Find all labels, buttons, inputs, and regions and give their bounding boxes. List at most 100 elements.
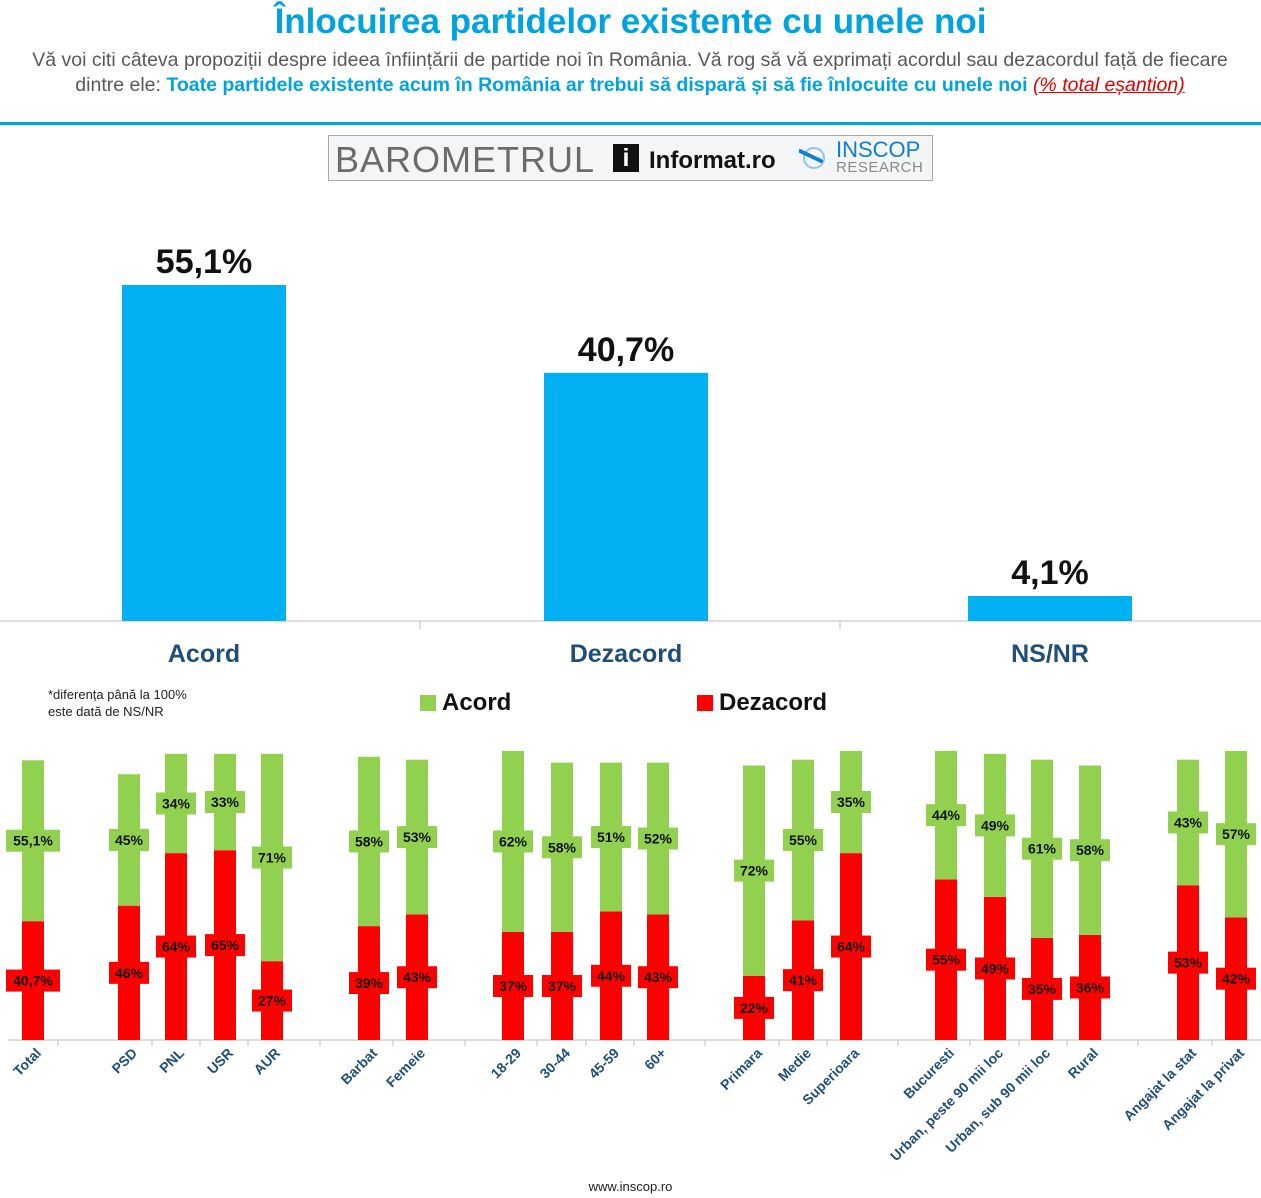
sponsor-banner: BAROMETRUL i Informat.ro INSCOP RESEARCH (328, 135, 933, 181)
breakdown-category-30-44: 30-44 (536, 1045, 573, 1082)
acord-label-60-: 52% (644, 831, 673, 847)
informat-logo-text: Informat.ro (649, 147, 776, 174)
barometrul-logo-text: BAROMETRUL (335, 139, 596, 180)
acord-label-urban-sub-90-mii-loc-box (1022, 837, 1062, 860)
dezacord-label-medie: 41% (789, 972, 818, 988)
dezacord-segment-medie (792, 920, 814, 1040)
dezacord-segment-pnl (165, 853, 187, 1040)
acord-label-superioara: 35% (837, 794, 866, 810)
footer-url[interactable]: www.inscop.ro (588, 1179, 673, 1194)
legend-label-dezacord: Dezacord (719, 689, 828, 716)
dezacord-label-bucuresti: 55% (932, 952, 961, 968)
dezacord-segment-superioara (840, 853, 862, 1040)
acord-segment-femeie (406, 759, 428, 915)
breakdown-category-urban-peste-90-mii-loc: Urban, peste 90 mii loc (887, 1045, 1006, 1164)
acord-segment-urban-sub-90-mii-loc (1031, 759, 1053, 938)
acord-label-pnl: 34% (162, 795, 191, 811)
dezacord-label-femeie-box (397, 966, 437, 989)
dezacord-label-pnl-box (156, 935, 196, 958)
bar-value-label: 55,1% (156, 243, 252, 281)
bar-value-label: 4,1% (1011, 554, 1089, 592)
subtitle-sample-note: (% total eșantion) (1032, 74, 1185, 96)
dezacord-label-aur-box (252, 989, 292, 1012)
bar-nsnr (968, 595, 1132, 621)
subtitle-statement: Toate partidele existente acum în Români… (166, 74, 1028, 96)
dezacord-segment-barbat (358, 926, 380, 1040)
dezacord-label-18-29: 37% (499, 978, 528, 994)
acord-label-usr-box (205, 791, 245, 814)
acord-label-rural-box (1070, 839, 1110, 862)
legend-swatch-acord (420, 695, 436, 711)
dezacord-label-urban-peste-90-mii-loc: 49% (981, 960, 1010, 976)
chart-legend: Acord Dezacord (420, 689, 860, 719)
acord-segment-superioara (840, 750, 862, 854)
dezacord-label-psd: 46% (115, 965, 144, 981)
dezacord-label-angajat-la-stat: 53% (1174, 955, 1203, 971)
dezacord-label-femeie: 43% (403, 969, 432, 985)
acord-segment-rural (1079, 765, 1101, 935)
breakdown-category-total: Total (10, 1045, 44, 1079)
breakdown-category-pnl: PNL (156, 1044, 187, 1075)
acord-label-30-44: 58% (548, 839, 577, 855)
acord-segment-usr (214, 753, 236, 851)
dezacord-label-angajat-la-stat-box (1168, 951, 1208, 974)
legend-item-acord: Acord (420, 689, 511, 717)
acord-label-angajat-la-stat-box (1168, 811, 1208, 834)
acord-segment-pnl (165, 753, 187, 854)
breakdown-category-angajat-la-privat: Angajat la privat (1159, 1045, 1248, 1134)
dezacord-label-primara: 22% (740, 1000, 769, 1016)
acord-label-primara: 72% (740, 863, 769, 879)
dezacord-segment-angajat-la-privat (1225, 917, 1247, 1040)
dezacord-label-45-59-box (591, 964, 631, 987)
acord-segment-total (22, 760, 44, 922)
acord-label-medie-box (783, 828, 823, 851)
acord-label-rural: 58% (1076, 842, 1105, 858)
breakdown-category-usr: USR (204, 1045, 236, 1077)
dezacord-label-urban-sub-90-mii-loc: 35% (1028, 981, 1057, 997)
acord-label-aur-box (252, 846, 292, 869)
main-bar-chart: 55,1% Acord 40,7% Dezacord 4,1% NS/NR (0, 243, 1261, 668)
dezacord-label-rural-box (1070, 976, 1110, 999)
acord-label-superioara-box (831, 791, 871, 814)
dezacord-label-18-29-box (493, 974, 533, 997)
acord-label-barbat-box (349, 830, 389, 853)
informat-logo-icon: i (613, 144, 639, 172)
acord-segment-angajat-la-stat (1177, 759, 1199, 886)
dezacord-segment-total (22, 921, 44, 1040)
acord-segment-barbat (358, 756, 380, 927)
acord-segment-primara (743, 765, 765, 976)
acord-segment-bucuresti (935, 750, 957, 880)
dezacord-label-usr-box (205, 934, 245, 957)
category-label: Acord (168, 640, 240, 668)
inscop-logo-text: INSCOP (836, 137, 921, 162)
dezacord-label-primara-box (734, 996, 774, 1019)
dezacord-label-60-: 43% (644, 969, 673, 985)
acord-label-psd-box (109, 828, 149, 851)
acord-label-urban-peste-90-mii-loc-box (975, 814, 1015, 837)
breakdown-category-urban-sub-90-mii-loc: Urban, sub 90 mii loc (942, 1045, 1053, 1156)
acord-label-60--box (638, 827, 678, 850)
bar-value-label: 40,7% (578, 331, 674, 369)
dezacord-segment-psd (118, 905, 140, 1040)
acord-label-45-59-box (591, 826, 631, 849)
dezacord-segment-femeie (406, 914, 428, 1040)
dezacord-label-barbat: 39% (355, 975, 384, 991)
acord-label-45-59: 51% (597, 829, 626, 845)
acord-label-total: 55,1% (13, 833, 53, 849)
legend-item-dezacord: Dezacord (697, 689, 827, 717)
dezacord-segment-urban-peste-90-mii-loc (984, 896, 1006, 1040)
footnote-line-2: este dată de NS/NR (48, 704, 164, 719)
dezacord-segment-urban-sub-90-mii-loc (1031, 937, 1053, 1040)
breakdown-category-bucuresti: Bucuresti (900, 1045, 957, 1102)
acord-segment-60- (647, 762, 669, 915)
acord-label-primara-box (734, 859, 774, 882)
dezacord-label-psd-box (109, 961, 149, 984)
dezacord-label-urban-peste-90-mii-loc-box (975, 957, 1015, 980)
dezacord-label-bucuresti-box (926, 948, 966, 971)
acord-segment-30-44 (551, 762, 573, 932)
acord-label-bucuresti: 44% (932, 807, 961, 823)
dezacord-label-angajat-la-privat: 42% (1222, 971, 1251, 987)
dezacord-label-superioara: 64% (837, 939, 866, 955)
dezacord-label-medie-box (783, 969, 823, 992)
inscop-swoosh-icon (799, 147, 825, 169)
